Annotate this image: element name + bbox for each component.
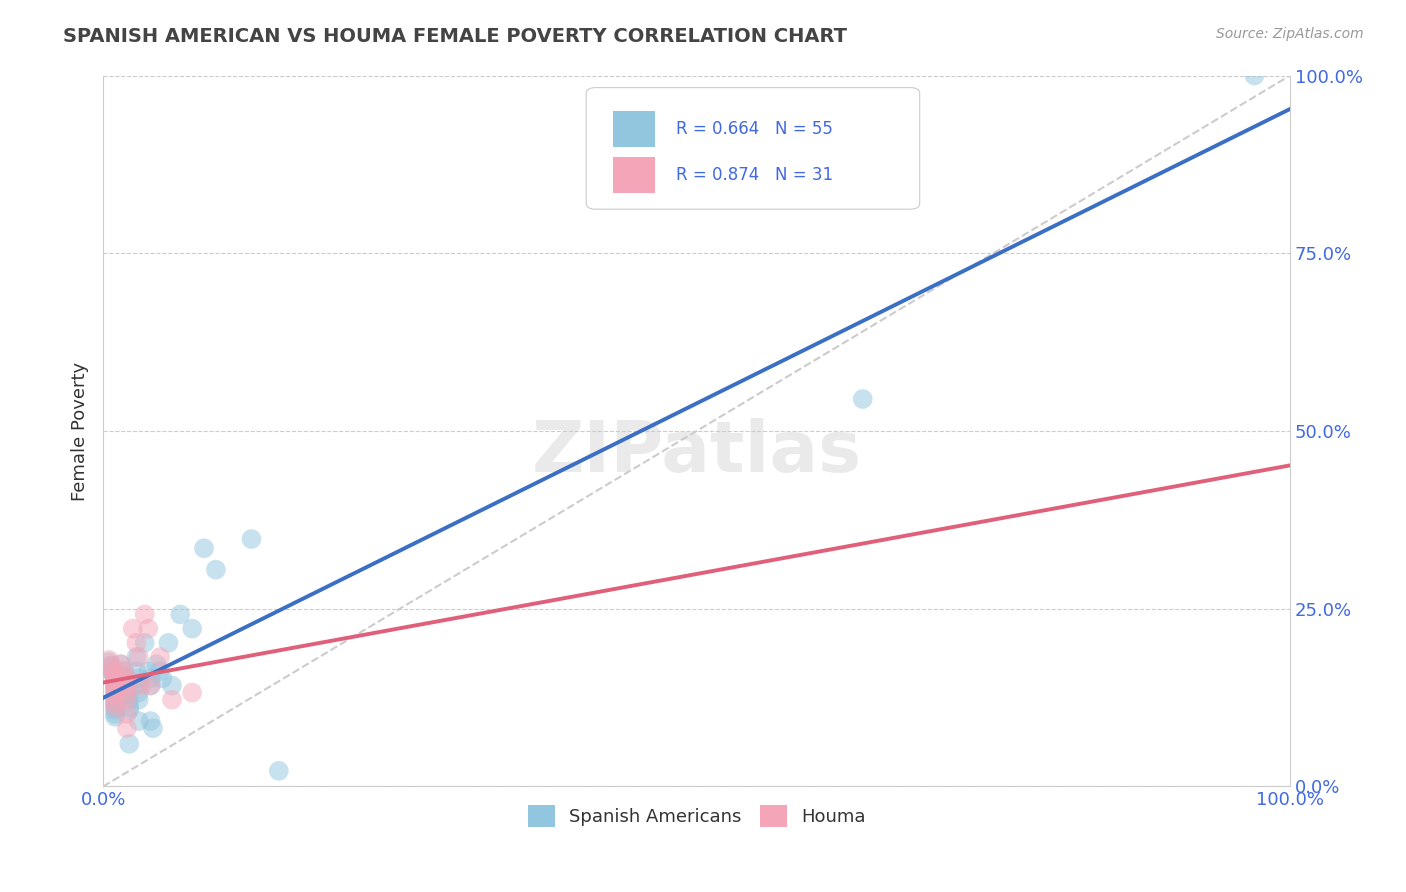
Point (115, 687, 138, 701)
Point (205, 563, 228, 577)
Point (103, 669, 125, 683)
Point (125, 665, 148, 679)
Point (115, 706, 138, 721)
Point (118, 737, 141, 751)
Text: ZIPatlas: ZIPatlas (531, 417, 862, 487)
Text: R = 0.874   N = 31: R = 0.874 N = 31 (676, 166, 834, 184)
Point (181, 622, 204, 636)
Point (104, 692, 127, 706)
Point (139, 672, 162, 686)
Point (104, 689, 127, 703)
Point (149, 665, 172, 679)
Point (115, 721, 138, 735)
Point (98, 662, 121, 676)
Point (118, 703, 141, 717)
Point (115, 672, 138, 686)
Point (128, 714, 150, 728)
Bar (613, 157, 655, 193)
Point (118, 692, 141, 706)
Y-axis label: Female Poverty: Female Poverty (72, 361, 89, 500)
Point (103, 667, 125, 681)
Point (104, 685, 127, 699)
Text: SPANISH AMERICAN VS HOUMA FEMALE POVERTY CORRELATION CHART: SPANISH AMERICAN VS HOUMA FEMALE POVERTY… (63, 27, 848, 45)
Point (136, 622, 159, 636)
Point (115, 676, 138, 690)
Point (115, 674, 138, 689)
Point (104, 685, 127, 699)
Point (115, 683, 138, 698)
Text: Source: ZipAtlas.com: Source: ZipAtlas.com (1216, 27, 1364, 41)
Point (134, 607, 156, 622)
Point (115, 685, 138, 699)
Point (110, 657, 132, 672)
FancyBboxPatch shape (586, 87, 920, 210)
Point (115, 692, 138, 706)
Point (125, 650, 148, 665)
Point (136, 665, 159, 679)
Point (104, 681, 127, 696)
Point (181, 685, 204, 699)
Legend: Spanish Americans, Houma: Spanish Americans, Houma (520, 797, 873, 834)
Point (128, 685, 150, 699)
Point (104, 676, 127, 690)
Point (157, 636, 180, 650)
Point (193, 541, 215, 556)
Point (129, 679, 152, 693)
Point (142, 721, 165, 735)
Point (149, 650, 172, 665)
Point (98, 655, 121, 669)
Point (145, 657, 167, 672)
Point (139, 679, 162, 693)
Point (104, 674, 127, 689)
Point (118, 699, 141, 714)
Point (100, 658, 122, 673)
Point (101, 665, 124, 679)
Point (104, 699, 127, 714)
Point (104, 673, 127, 687)
Point (114, 665, 136, 679)
Point (852, 392, 875, 406)
Point (139, 714, 162, 728)
Point (134, 636, 156, 650)
Point (240, 532, 263, 546)
Point (128, 676, 150, 690)
Point (121, 622, 143, 636)
Text: R = 0.664   N = 55: R = 0.664 N = 55 (676, 120, 834, 138)
Point (101, 665, 124, 679)
Point (128, 672, 150, 686)
Point (100, 658, 122, 673)
Point (115, 679, 138, 693)
Point (128, 692, 150, 706)
Point (267, 764, 290, 778)
Point (110, 657, 132, 672)
Point (104, 703, 127, 717)
Point (1243, 69, 1265, 83)
Point (104, 696, 127, 710)
Point (104, 699, 127, 714)
Point (115, 672, 138, 686)
Point (160, 692, 183, 706)
Point (169, 607, 191, 622)
Bar (613, 112, 655, 146)
Point (104, 679, 127, 693)
Point (104, 681, 127, 696)
Point (114, 669, 136, 683)
Point (125, 636, 148, 650)
Point (160, 679, 183, 693)
Point (152, 672, 174, 686)
Point (104, 679, 127, 693)
Point (104, 689, 127, 703)
Point (104, 710, 127, 724)
Point (139, 679, 162, 693)
Point (98, 653, 121, 667)
Point (114, 665, 136, 679)
Point (128, 650, 150, 665)
Point (104, 706, 127, 721)
Point (115, 679, 138, 693)
Point (104, 672, 127, 686)
Point (104, 696, 127, 710)
